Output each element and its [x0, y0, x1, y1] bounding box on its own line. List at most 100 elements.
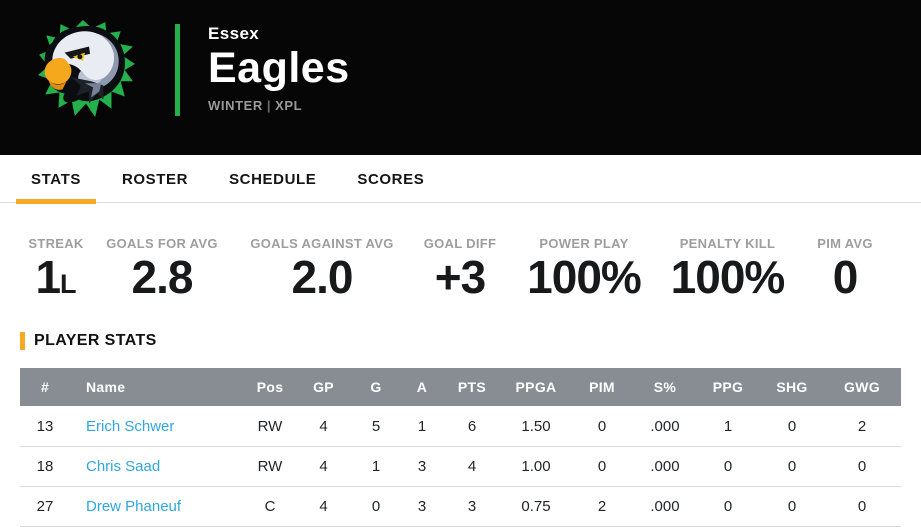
stat-label: PIM AVG	[817, 236, 873, 251]
cell-gp: 4	[298, 486, 349, 527]
section-title-text: PLAYER STATS	[34, 332, 157, 350]
tab-schedule[interactable]: SCHEDULE	[229, 171, 317, 188]
team-season: WINTER	[208, 98, 263, 113]
cell-ppg: 0	[695, 446, 761, 487]
section-accent-bar	[20, 332, 25, 351]
cell-gp: 4	[298, 446, 349, 487]
cell-a: 3	[403, 446, 441, 487]
team-league: XPL	[275, 98, 303, 113]
team-season-league: WINTER | XPL	[208, 98, 350, 113]
cell-pim: 0	[569, 406, 635, 447]
cell-name: Erich Schwer	[70, 406, 242, 447]
cell-g: 5	[349, 406, 403, 447]
team-nav-tabs: STATS ROSTER SCHEDULE SCORES	[0, 155, 921, 204]
tab-roster[interactable]: ROSTER	[121, 171, 189, 188]
cell-pim: 2	[569, 486, 635, 527]
cell-shg: 0	[761, 486, 823, 527]
cell-s-pct: .000	[635, 486, 695, 527]
cell-pos: RW	[242, 446, 298, 487]
stat-label: POWER PLAY	[539, 236, 629, 251]
stat-value: 100%	[670, 251, 786, 303]
cell-pts: 4	[441, 446, 503, 487]
stat-label: STREAK	[28, 236, 84, 251]
streak-suffix: L	[60, 269, 77, 299]
cell-gwg: 2	[823, 406, 901, 447]
season-league-separator: |	[266, 98, 272, 113]
cell-a: 1	[403, 406, 441, 447]
cell-number: 27	[20, 486, 70, 527]
cell-pim: 0	[569, 446, 635, 487]
team-summary-stats: STREAK 1L GOALS FOR AVG 2.8 GOALS AGAINS…	[0, 203, 921, 301]
cell-ppga: 1.00	[503, 446, 569, 487]
team-header: Essex Eagles WINTER | XPL	[0, 0, 921, 155]
cell-s-pct: .000	[635, 406, 695, 447]
cell-pos: RW	[242, 406, 298, 447]
tab-scores[interactable]: SCORES	[357, 171, 425, 188]
cell-g: 1	[349, 446, 403, 487]
col-gwg: GWG	[823, 368, 901, 407]
cell-pos: C	[242, 486, 298, 527]
col-pts: PTS	[441, 368, 503, 407]
col-pos: Pos	[242, 368, 298, 407]
stat-goals-for-avg: GOALS FOR AVG 2.8	[92, 236, 232, 301]
cell-name: Chris Saad	[70, 446, 242, 487]
cell-a: 3	[403, 486, 441, 527]
col-number: #	[20, 368, 70, 407]
col-shg: SHG	[761, 368, 823, 407]
stat-label: PENALTY KILL	[679, 236, 776, 251]
col-g: G	[349, 368, 403, 407]
eagle-logo-icon	[36, 18, 138, 120]
stat-value: 2.8	[131, 251, 194, 303]
cell-gwg: 0	[823, 446, 901, 487]
team-city: Essex	[208, 24, 260, 43]
cell-g: 0	[349, 486, 403, 527]
col-pim: PIM	[569, 368, 635, 407]
stat-goal-diff: GOAL DIFF +3	[412, 236, 508, 301]
stat-streak: STREAK 1L	[20, 236, 92, 301]
player-stats-heading: PLAYER STATS	[20, 332, 921, 351]
col-ppg: PPG	[695, 368, 761, 407]
cell-pts: 3	[441, 486, 503, 527]
col-name: Name	[70, 368, 242, 407]
table-row: 18 Chris Saad RW 4 1 3 4 1.00 0 .000 0 0…	[20, 446, 901, 487]
table-row: 13 Erich Schwer RW 4 5 1 6 1.50 0 .000 1…	[20, 406, 901, 447]
stat-value: 0	[832, 251, 859, 303]
table-header-row: # Name Pos GP G A PTS PPGA PIM S% PPG SH…	[20, 368, 901, 407]
player-link[interactable]: Chris Saad	[86, 457, 161, 475]
col-ppga: PPGA	[503, 368, 569, 407]
stat-power-play: POWER PLAY 100%	[508, 236, 660, 301]
cell-shg: 0	[761, 446, 823, 487]
cell-pts: 6	[441, 406, 503, 447]
cell-ppg: 0	[695, 486, 761, 527]
stat-label: GOALS AGAINST AVG	[250, 236, 394, 251]
cell-shg: 0	[761, 406, 823, 447]
stat-value: 100%	[527, 251, 642, 303]
team-name: Eagles	[208, 44, 350, 92]
player-stats-table: # Name Pos GP G A PTS PPGA PIM S% PPG SH…	[20, 368, 901, 527]
cell-ppga: 1.50	[503, 406, 569, 447]
col-gp: GP	[298, 368, 349, 407]
player-link[interactable]: Drew Phaneuf	[86, 497, 182, 515]
stat-value: +3	[434, 251, 486, 303]
cell-number: 18	[20, 446, 70, 487]
stat-value: 2.0	[291, 251, 354, 303]
stat-pim-avg: PIM AVG 0	[795, 236, 895, 301]
table-row: 27 Drew Phaneuf C 4 0 3 3 0.75 2 .000 0 …	[20, 486, 901, 527]
cell-s-pct: .000	[635, 446, 695, 487]
tab-stats[interactable]: STATS	[16, 155, 96, 204]
cell-name: Drew Phaneuf	[70, 486, 242, 527]
stat-value: 1L	[35, 251, 77, 303]
col-a: A	[403, 368, 441, 407]
cell-gwg: 0	[823, 486, 901, 527]
cell-number: 13	[20, 406, 70, 447]
stat-goals-against-avg: GOALS AGAINST AVG 2.0	[232, 236, 412, 301]
stat-label: GOALS FOR AVG	[106, 236, 218, 251]
header-accent-bar	[175, 24, 180, 116]
player-link[interactable]: Erich Schwer	[86, 417, 175, 435]
col-s-pct: S%	[635, 368, 695, 407]
cell-gp: 4	[298, 406, 349, 447]
cell-ppga: 0.75	[503, 486, 569, 527]
cell-ppg: 1	[695, 406, 761, 447]
stat-penalty-kill: PENALTY KILL 100%	[660, 236, 795, 301]
stat-label: GOAL DIFF	[423, 236, 497, 251]
